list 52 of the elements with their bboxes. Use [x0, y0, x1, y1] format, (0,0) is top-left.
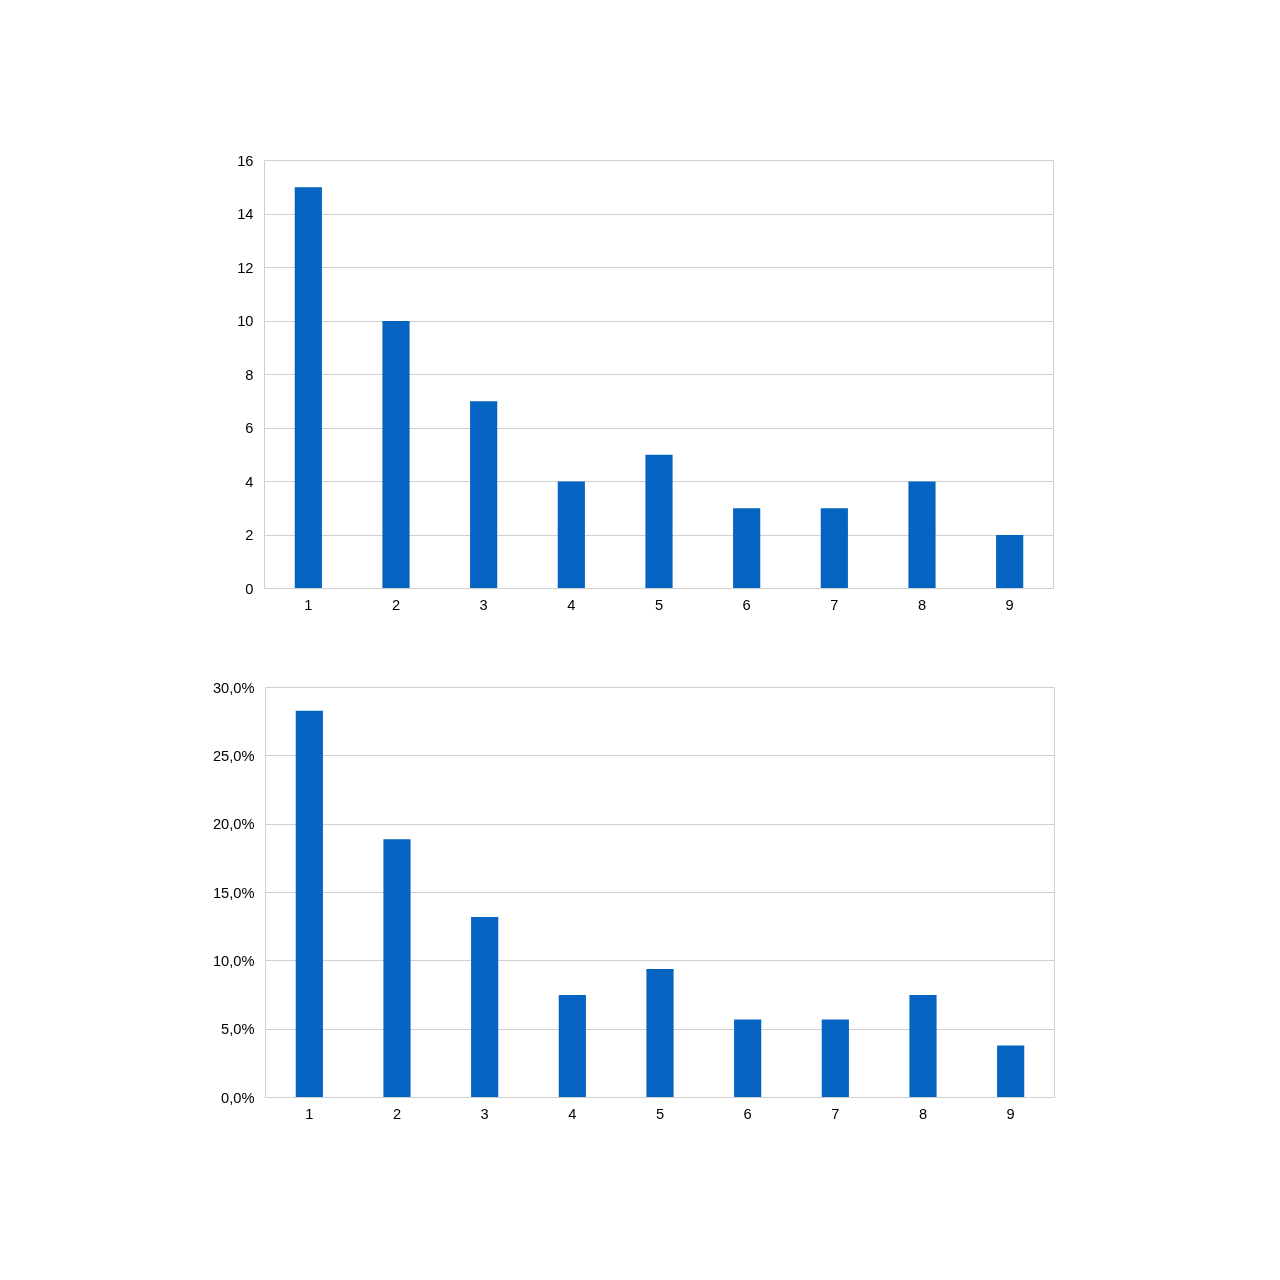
x-tick-label: 5 — [654, 596, 664, 613]
bar — [294, 187, 322, 589]
x-tick-label: 3 — [479, 596, 488, 613]
bar — [733, 508, 761, 589]
y-tick-label: 8 — [245, 366, 254, 383]
bar — [471, 917, 499, 1098]
y-tick-label: 30,0% — [212, 679, 255, 696]
x-tick-label: 1 — [305, 1105, 314, 1122]
y-tick-label: 20,0% — [212, 816, 255, 833]
y-tick-label: 10,0% — [212, 952, 255, 969]
y-tick-label: 6 — [245, 420, 254, 436]
y-tick-label: 15,0% — [212, 884, 255, 901]
y-tick-label: 25,0% — [212, 747, 255, 764]
bar — [645, 454, 673, 589]
bar — [908, 481, 936, 589]
bar — [821, 1019, 849, 1098]
x-tick-label: 4 — [567, 596, 576, 613]
bar — [909, 995, 937, 1098]
bar — [820, 508, 848, 589]
y-tick-label: 0,0% — [221, 1089, 255, 1106]
bar — [295, 710, 323, 1098]
x-tick-label: 9 — [1005, 596, 1014, 613]
x-tick-label: 2 — [391, 596, 401, 613]
x-tick-label: 6 — [743, 1105, 752, 1122]
x-tick-label: 9 — [1006, 1105, 1015, 1122]
y-tick-label: 10 — [237, 313, 254, 329]
x-tick-label: 7 — [831, 1105, 840, 1122]
bar — [996, 535, 1024, 589]
x-tick-label: 1 — [304, 596, 313, 613]
bar — [558, 995, 586, 1098]
bar — [646, 969, 674, 1098]
y-tick-label: 12 — [237, 259, 254, 276]
x-tick-label: 6 — [742, 596, 751, 613]
y-tick-label: 0 — [245, 580, 254, 597]
y-tick-label: 14 — [237, 206, 254, 222]
bar — [470, 401, 498, 589]
bar — [997, 1045, 1025, 1098]
x-tick-label: 7 — [830, 596, 839, 613]
x-tick-label: 4 — [568, 1105, 577, 1122]
x-tick-label: 8 — [917, 596, 927, 613]
y-tick-label: 4 — [245, 473, 254, 490]
x-tick-label: 5 — [655, 1105, 665, 1122]
bar — [383, 839, 411, 1098]
x-tick-label: 2 — [392, 1105, 402, 1122]
bar — [382, 321, 410, 589]
y-tick-label: 2 — [245, 527, 254, 543]
x-tick-label: 3 — [480, 1105, 489, 1122]
y-tick-label: 5,0% — [221, 1021, 255, 1038]
bar — [557, 481, 585, 589]
x-tick-label: 8 — [918, 1105, 928, 1122]
bar — [734, 1019, 762, 1098]
y-tick-label: 16 — [237, 152, 254, 169]
